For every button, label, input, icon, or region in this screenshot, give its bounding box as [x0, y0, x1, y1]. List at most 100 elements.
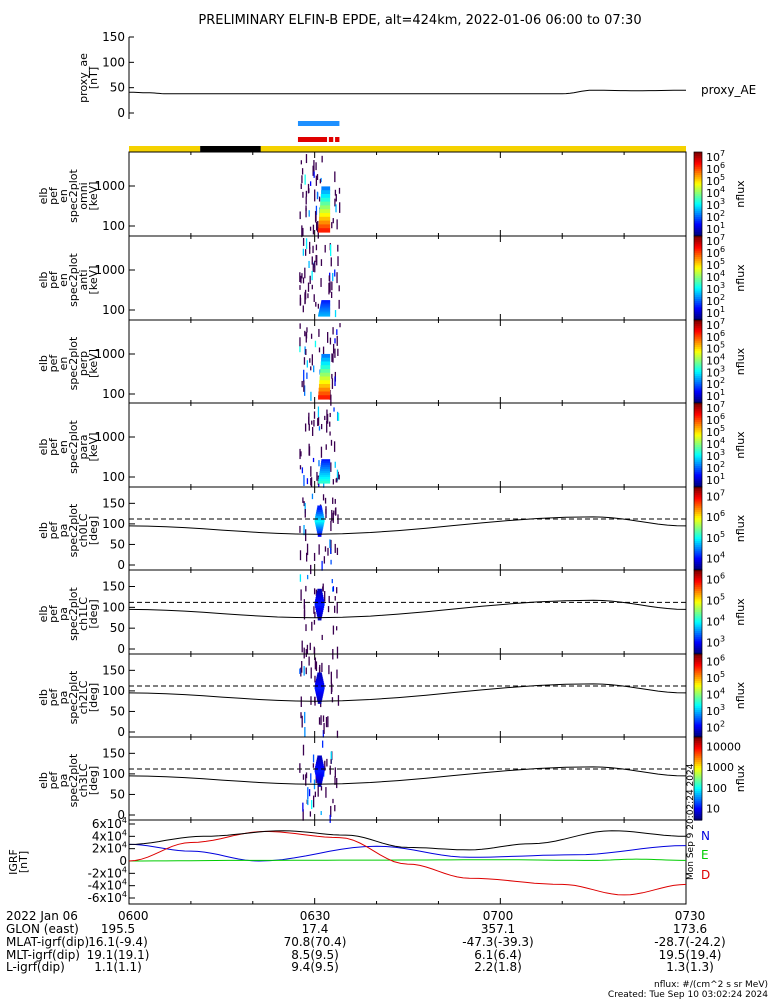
colorbar-tick-label: 10 — [706, 803, 720, 816]
colorbar-tick-label: 104 — [706, 687, 725, 702]
colorbar-cell — [694, 363, 702, 367]
y-axis-label-line: en — [57, 357, 70, 371]
y-tick-label: 50 — [110, 537, 125, 551]
heatmap-cell — [300, 160, 302, 165]
colorbar-cell — [694, 809, 702, 813]
colorbar-cell — [694, 643, 702, 647]
colorbar-cell — [694, 703, 702, 707]
colorbar-cell — [694, 697, 702, 701]
igrf-line-N — [128, 843, 687, 862]
heatmap-cell — [309, 247, 311, 254]
colorbar-cell — [694, 755, 702, 759]
colorbar-cell — [694, 359, 702, 363]
heatmap-cell — [303, 599, 306, 609]
heatmap-cell — [311, 427, 314, 436]
heatmap-cell — [333, 407, 335, 412]
colorbar-cell — [694, 340, 702, 344]
colorbar-cell — [694, 386, 702, 390]
heatmap-cell — [318, 481, 331, 484]
loss-cone-solid-line — [128, 516, 687, 535]
colorbar-cell — [694, 324, 702, 327]
heatmap-cell — [338, 474, 340, 480]
footer-value: 9.4(9.5) — [291, 960, 339, 974]
y-tick-label: 100 — [102, 600, 125, 614]
colorbar-cell — [694, 282, 702, 285]
heatmap-cell — [336, 669, 338, 679]
heatmap-cell — [305, 332, 307, 343]
heatmap-cell — [317, 418, 319, 427]
heatmap-cell — [330, 291, 333, 299]
colorbar-cell — [694, 639, 702, 642]
colorbar-cell — [694, 177, 702, 180]
heatmap-cell — [300, 667, 302, 677]
colorbar-cell — [694, 722, 702, 726]
heatmap-cell — [306, 372, 308, 379]
heatmap-cell — [312, 245, 314, 254]
heatmap-cell — [302, 497, 304, 503]
heatmap-cell — [326, 409, 328, 421]
heatmap-cell — [305, 774, 307, 786]
heatmap-cell — [316, 255, 318, 266]
colorbar-cell — [694, 355, 702, 358]
y-axis-label-line: IGRF — [7, 849, 20, 875]
colorbar-cell — [694, 309, 702, 313]
y-axis-label-line: [deg] — [87, 683, 100, 712]
colorbar-label: nflux — [734, 764, 747, 792]
heatmap-cell — [306, 360, 308, 368]
y-tick-label: 150 — [102, 580, 125, 594]
heatmap-cell — [332, 272, 334, 282]
heatmap-cell — [331, 579, 333, 584]
y-tick-label: 0 — [117, 106, 125, 120]
heatmap-cell — [332, 218, 334, 224]
heatmap-cell — [321, 301, 331, 304]
y-tick-label: 150 — [102, 746, 125, 760]
heatmap-cell — [308, 443, 310, 456]
colorbar-tick-label: 102 — [706, 720, 725, 735]
footer-value: -28.7(-24.2) — [654, 935, 725, 949]
heatmap-cell — [317, 406, 320, 418]
heatmap-cell — [317, 505, 322, 511]
y-tick-label: 0 — [117, 558, 125, 572]
colorbar-tick-label: 103 — [706, 281, 725, 296]
colorbar-cell — [694, 415, 702, 419]
heatmap-cell — [317, 221, 319, 231]
heatmap-cell — [309, 275, 311, 285]
heatmap-cell — [319, 473, 331, 476]
heatmap-cell — [313, 171, 315, 178]
heatmap-cell — [326, 420, 328, 433]
heatmap-cell — [305, 238, 308, 249]
panel-pa_ch3-frame — [128, 736, 687, 821]
colorbar-cell — [694, 303, 702, 306]
colorbar-cell — [694, 782, 702, 786]
heatmap-cell — [302, 238, 305, 246]
colorbar-tick-label: 105 — [706, 341, 725, 356]
heatmap-cell — [310, 466, 312, 477]
colorbar-tick-label: 105 — [706, 670, 725, 685]
heatmap-cell — [303, 647, 305, 659]
heatmap-cell — [305, 552, 308, 562]
heatmap-cell — [336, 272, 338, 284]
y-tick-label: 1000 — [94, 347, 125, 361]
heatmap-cell — [339, 323, 341, 328]
heatmap-cell — [299, 525, 301, 533]
heatmap-cell — [318, 544, 320, 555]
colorbar-label-group: nflux — [734, 514, 747, 542]
colorbar-cell — [694, 227, 702, 231]
colorbar-cell — [694, 607, 702, 611]
y-tick-label: -6x104 — [88, 890, 127, 905]
colorbar-tick-label: 10000 — [706, 740, 741, 753]
colorbar-cell — [694, 680, 702, 684]
colorbar-cell — [694, 346, 702, 350]
heatmap-cell — [328, 595, 330, 603]
colorbar-cell — [694, 737, 702, 740]
colorbar-tick-label: 103 — [706, 703, 725, 718]
colorbar-tick-label: 103 — [706, 635, 725, 650]
colorbar-cell — [694, 280, 702, 283]
heatmap-cell — [328, 665, 330, 675]
colorbar-cell — [694, 400, 702, 404]
y-axis-label-line: [deg] — [87, 516, 100, 545]
colorbar-cell — [694, 763, 702, 767]
heatmap-cell — [311, 800, 313, 810]
heatmap-cell — [320, 365, 331, 370]
